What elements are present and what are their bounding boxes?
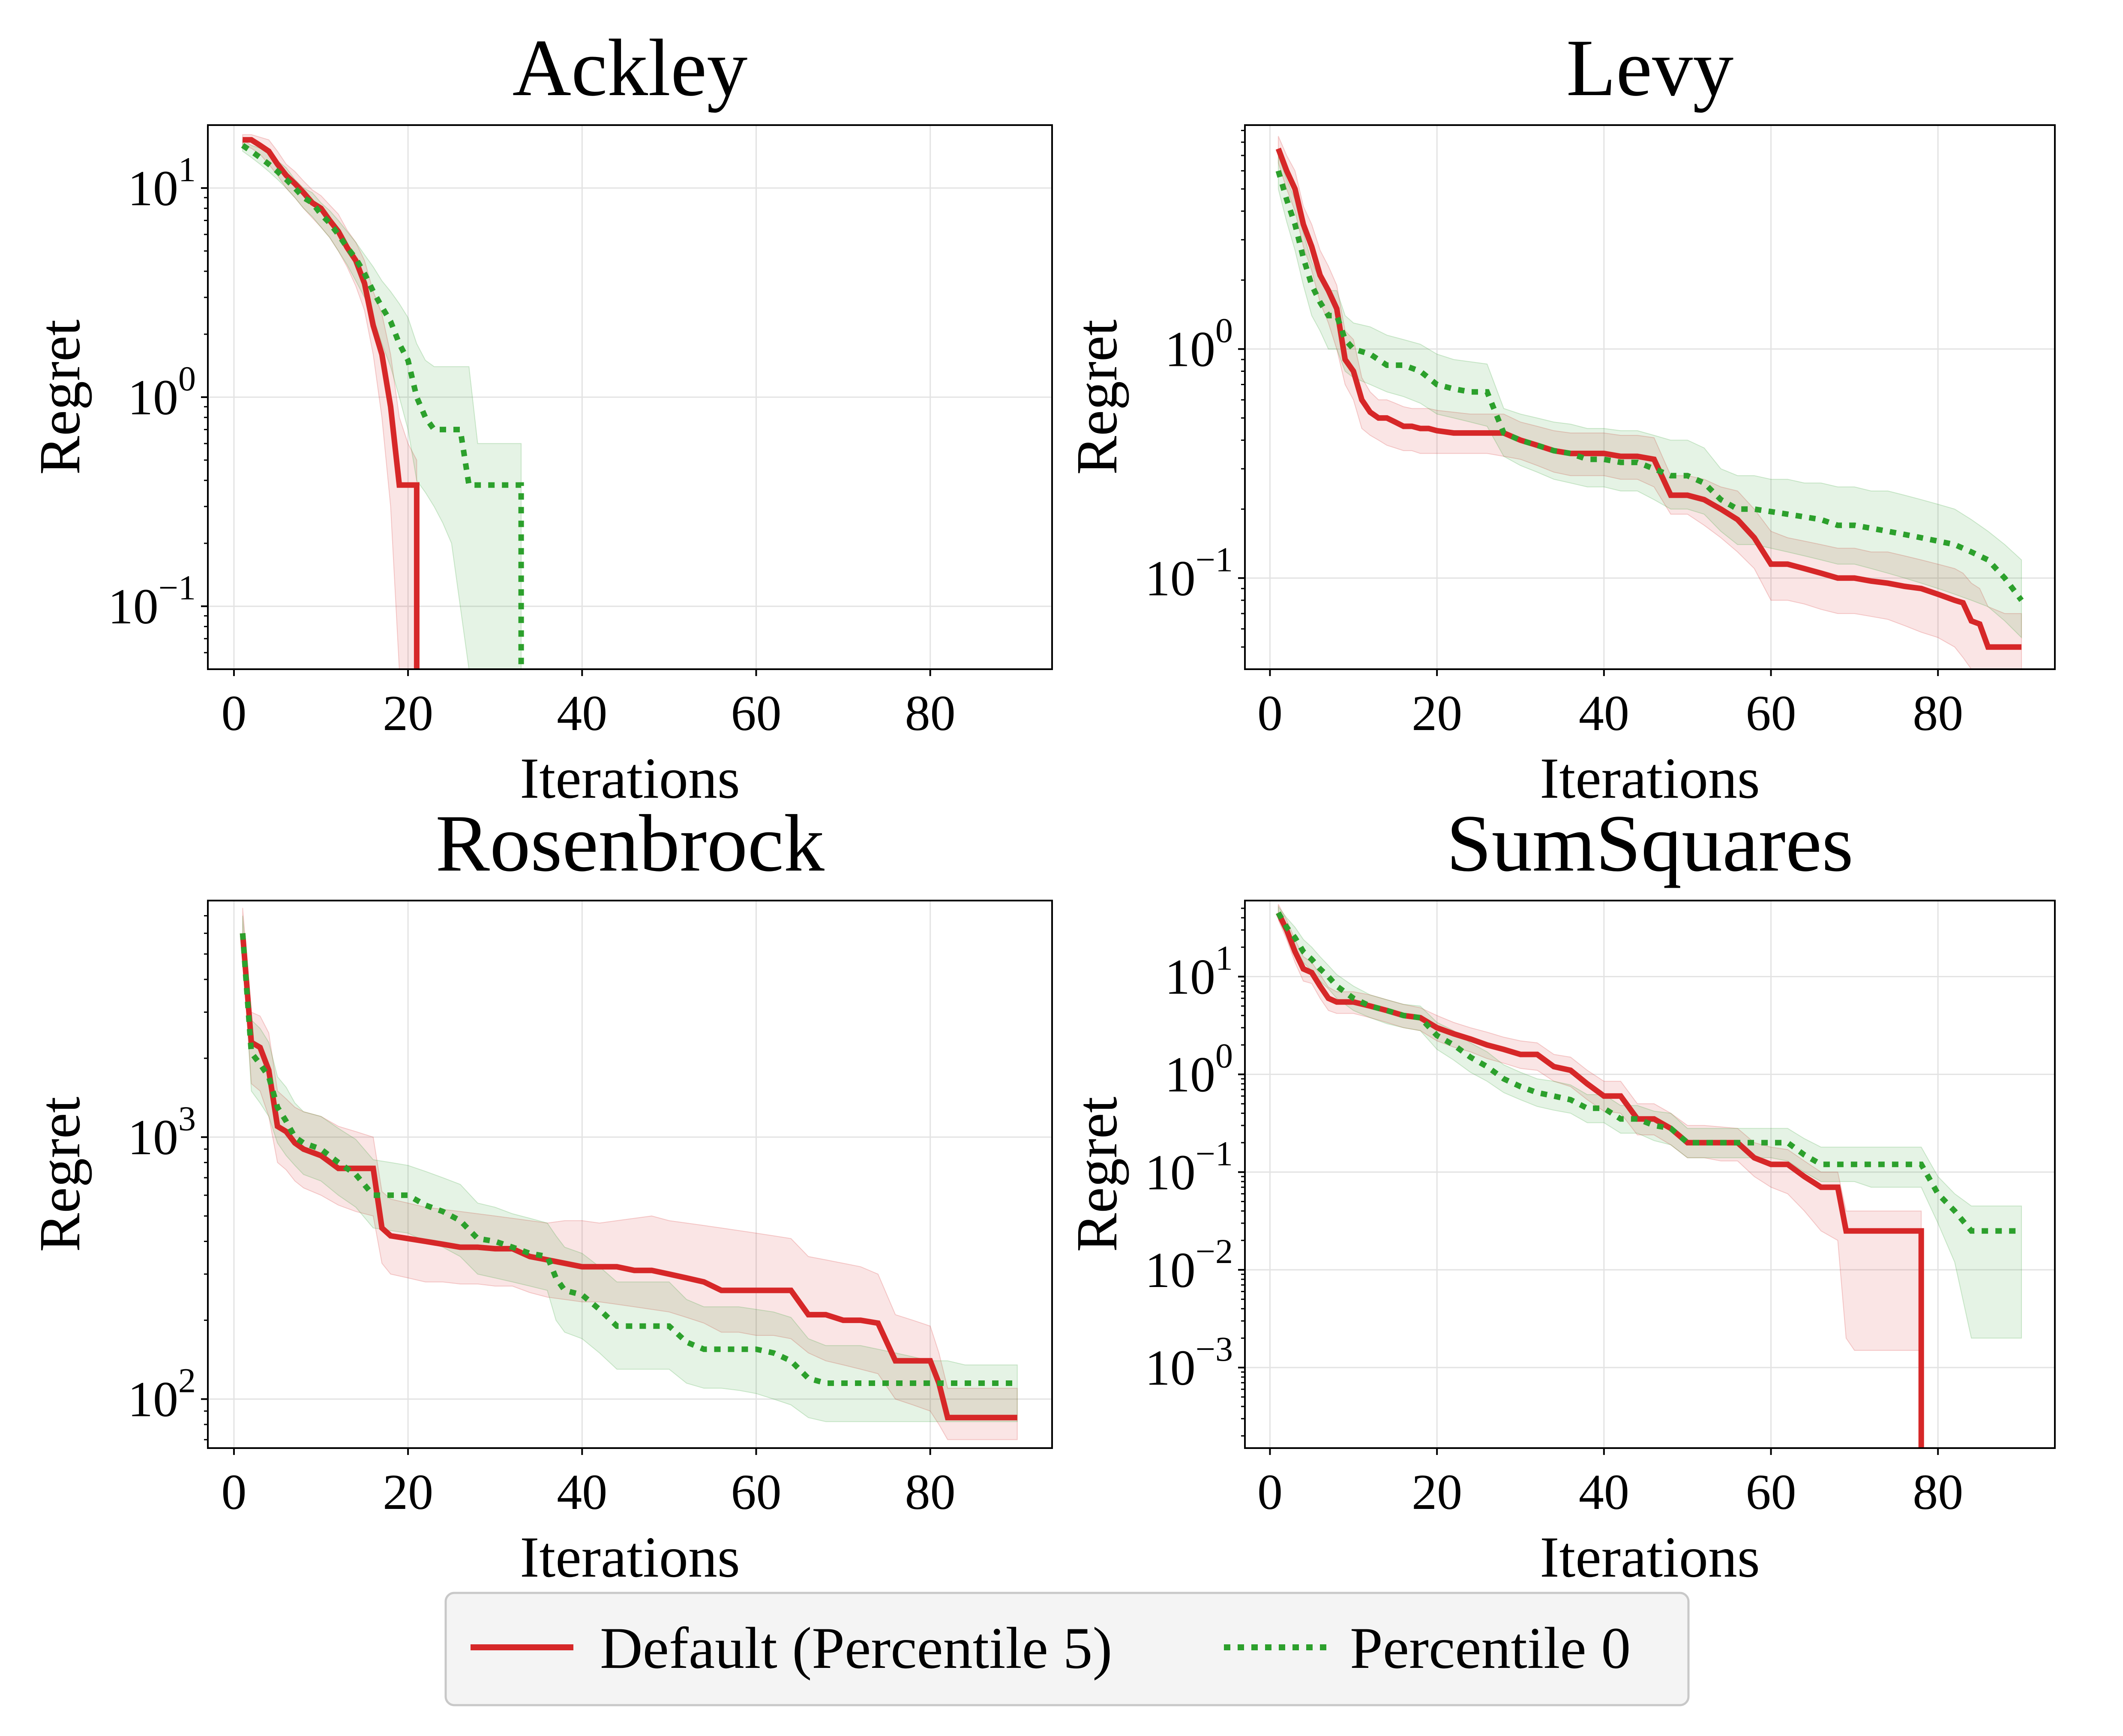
band-default-percentile-5 bbox=[242, 908, 1018, 1440]
y-axis-label: Regret bbox=[1065, 320, 1129, 475]
band-percentile-0 bbox=[242, 916, 1018, 1422]
y-axis-label: Regret bbox=[28, 1097, 92, 1252]
line-percentile-0 bbox=[1276, 911, 2022, 1234]
x-axis-label: Iterations bbox=[1540, 1525, 1760, 1589]
y-tick-label: 10−2 bbox=[1145, 1232, 1233, 1298]
x-tick-label: 40 bbox=[1579, 1464, 1629, 1520]
x-tick-label: 0 bbox=[221, 685, 246, 741]
legend-label-percentile0: Percentile 0 bbox=[1350, 1615, 1631, 1681]
y-tick-label: 101 bbox=[1165, 939, 1233, 1005]
x-tick-label: 60 bbox=[731, 685, 781, 741]
x-tick-label: 20 bbox=[383, 1464, 433, 1520]
axes-frame bbox=[1244, 124, 2056, 670]
x-tick-label: 80 bbox=[905, 685, 956, 741]
x-tick-label: 60 bbox=[731, 1464, 781, 1520]
line-default-percentile-5 bbox=[243, 137, 420, 669]
line-default-percentile-5 bbox=[1276, 911, 1924, 1448]
x-tick-label: 20 bbox=[383, 685, 433, 741]
chart-title: Levy bbox=[1566, 23, 1733, 113]
y-axis-label: Regret bbox=[28, 320, 92, 475]
x-tick-label: 80 bbox=[905, 1464, 956, 1520]
legend: Default (Percentile 5) Percentile 0 bbox=[444, 1592, 1690, 1706]
y-tick-label: 10−1 bbox=[108, 568, 196, 635]
band-percentile-0 bbox=[1277, 155, 2022, 639]
axes-frame bbox=[1244, 900, 2056, 1449]
plot-area bbox=[240, 908, 1018, 1440]
x-tick-label: 20 bbox=[1412, 1464, 1462, 1520]
y-tick-label: 100 bbox=[1165, 311, 1233, 377]
x-axis-label: Iterations bbox=[520, 746, 740, 811]
plot-area bbox=[1275, 136, 2024, 669]
chart-rosenbrock: 0 20 40 60 80 102 103 Rosenbrock Iterations Regre… bbox=[28, 799, 1053, 1589]
x-tick-label: 80 bbox=[1913, 1464, 1963, 1520]
y-tick-label: 101 bbox=[128, 150, 196, 216]
x-tick-label: 0 bbox=[221, 1464, 246, 1520]
y-axis-label: Regret bbox=[1065, 1097, 1129, 1252]
plot-area bbox=[1276, 904, 2022, 1448]
x-tick-label: 40 bbox=[557, 685, 607, 741]
chart-ackley: 0 20 40 60 80 10−1 100 101 Ackley Iterations Regre… bbox=[28, 23, 1053, 811]
y-tick-label: 10−1 bbox=[1145, 1134, 1233, 1200]
x-tick-label: 60 bbox=[1746, 1464, 1796, 1520]
chart-title: SumSquares bbox=[1446, 799, 1853, 889]
band-percentile-0 bbox=[242, 139, 522, 669]
plot-area bbox=[241, 134, 524, 669]
band-default-percentile-5 bbox=[1277, 136, 2022, 669]
chart-panels: 0 20 40 60 80 10−1 100 101 Ackley Iterations Regre… bbox=[28, 23, 2056, 1589]
legend-label-default: Default (Percentile 5) bbox=[600, 1615, 1112, 1681]
x-tick-label: 20 bbox=[1412, 685, 1462, 741]
legend-box bbox=[444, 1592, 1690, 1706]
y-tick-label: 103 bbox=[128, 1099, 196, 1165]
y-tick-label: 10−1 bbox=[1145, 540, 1233, 606]
line-percentile-0 bbox=[240, 933, 1017, 1386]
x-tick-label: 40 bbox=[557, 1464, 607, 1520]
x-axis-label: Iterations bbox=[1540, 746, 1760, 811]
y-tick-label: 10−3 bbox=[1145, 1329, 1233, 1396]
x-tick-label: 0 bbox=[1257, 1464, 1283, 1520]
line-default-percentile-5 bbox=[1275, 147, 2022, 650]
chart-title: Rosenbrock bbox=[435, 799, 825, 889]
chart-title: Ackley bbox=[513, 23, 748, 113]
band-default-percentile-5 bbox=[242, 134, 417, 669]
x-tick-label: 60 bbox=[1746, 685, 1796, 741]
x-tick-label: 80 bbox=[1913, 685, 1963, 741]
chart-levy: 0 20 40 60 80 10−1 100 Levy Iterations Regret bbox=[1065, 23, 2056, 811]
y-tick-label: 100 bbox=[1165, 1036, 1233, 1103]
x-tick-label: 0 bbox=[1257, 685, 1283, 741]
y-tick-label: 100 bbox=[128, 359, 196, 425]
x-axis-label: Iterations bbox=[520, 1525, 740, 1589]
line-percentile-0 bbox=[241, 143, 524, 669]
chart-sumsquares: 0 20 40 60 80 10−3 10−2 10−1 100 101 SumSquares Ite… bbox=[1065, 799, 2056, 1589]
line-default-percentile-5 bbox=[240, 933, 1017, 1421]
y-tick-label: 102 bbox=[128, 1361, 196, 1428]
x-tick-label: 40 bbox=[1579, 685, 1629, 741]
axes-frame bbox=[207, 900, 1053, 1449]
